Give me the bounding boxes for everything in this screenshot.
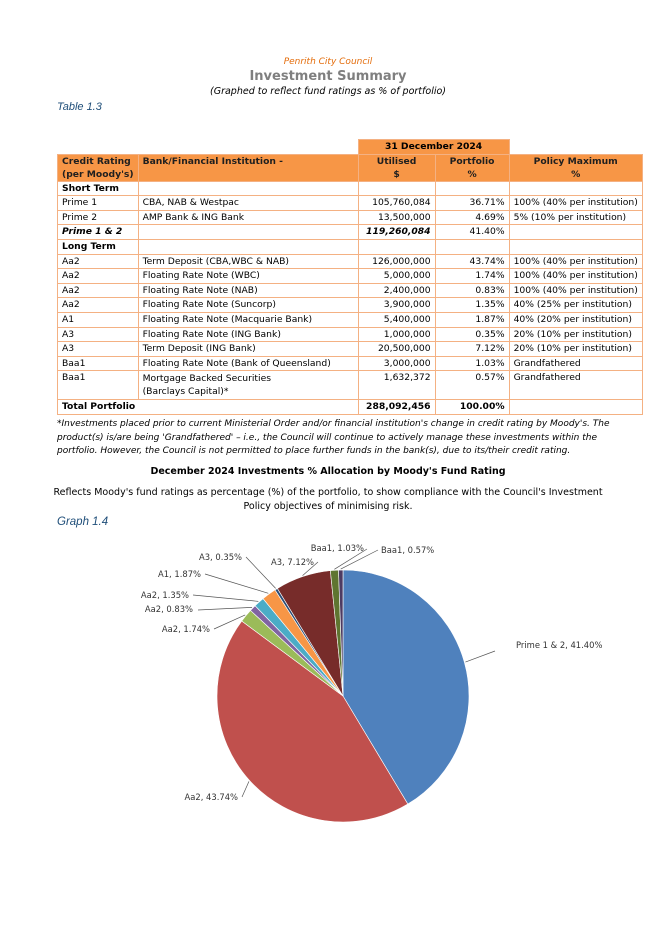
slice-label-4: Aa2, 1.35% (141, 590, 189, 600)
pie-slice-9 (338, 569, 344, 697)
chart-description: Reflects Moody's fund ratings as percent… (53, 487, 603, 512)
cell-policy: 100% (40% per institution) (508, 253, 643, 270)
subtotal-row: Prime 1 & 2 119,260,084 41.40% (57, 224, 643, 240)
slice-label-2: Aa2, 1.74% (162, 624, 210, 634)
cell-portfolio: 0.57% (434, 370, 510, 401)
leader-line-1 (241, 781, 250, 798)
institution-line-2: (Barclays Capital)* (142, 386, 229, 398)
cell-institution: Mortgage Backed Securities (Barclays Capi… (137, 370, 359, 401)
page-subtitle: (Graphed to reflect fund ratings as % of… (210, 86, 446, 97)
table-row: A3 Floating Rate Note (ING Bank) 1,000,0… (57, 326, 643, 343)
graph-caption: Graph 1.4 (57, 516, 109, 528)
col-portfolio-2: % (467, 168, 477, 180)
cell-rating: Baa1 (57, 370, 139, 401)
table-row: Baa1 Mortgage Backed Securities (Barclays… (57, 370, 643, 401)
leader-line-7 (302, 561, 319, 576)
leader-line-5 (204, 573, 269, 594)
leader-line-8 (334, 548, 368, 570)
leader-line-0 (465, 650, 496, 663)
table-row: Aa2 Floating Rate Note (NAB) 2,400,000 0… (57, 282, 643, 299)
total-utilised: 288,092,456 (357, 399, 436, 415)
table-caption: Table 1.3 (57, 101, 102, 113)
col-rating-1: Credit Rating (62, 155, 131, 167)
pie-slice-0 (342, 569, 470, 805)
pie-slice-1 (216, 620, 409, 823)
leader-line-4 (192, 594, 259, 602)
total-row: Total Portfolio 288,092,456 100.00% (57, 399, 643, 415)
col-policy-1: Policy Maximum (533, 155, 618, 167)
col-utilised-2: $ (393, 168, 400, 180)
leader-line-6 (245, 556, 276, 589)
investment-table: 31 December 2024 Credit Rating (per Moody… (57, 139, 643, 415)
table-header-row: Credit Rating (per Moody's) Bank/Financia… (57, 153, 643, 182)
table-row: Aa2 Term Deposit (CBA,WBC & NAB) 126,000… (57, 253, 643, 270)
leader-line-3 (197, 607, 253, 611)
organisation-name: Penrith City Council (283, 57, 373, 67)
footnote: *Investments placed prior to current Min… (57, 419, 610, 456)
section-row: Short Term (57, 180, 643, 197)
slice-label-1: Aa2, 43.74% (185, 792, 238, 802)
slice-label-0: Prime 1 & 2, 41.40% (516, 640, 602, 650)
slice-label-5: A1, 1.87% (158, 569, 201, 579)
table-row: Aa2 Floating Rate Note (Suncorp) 3,900,0… (57, 297, 643, 313)
chart-title: December 2024 Investments % Allocation b… (150, 466, 506, 477)
institution-line-1: Mortgage Backed Securities (142, 373, 272, 385)
slice-label-9: Baa1, 0.57% (381, 545, 434, 555)
leader-line-9 (340, 549, 379, 570)
col-policy-2: % (571, 168, 581, 180)
page-title: Investment Summary (249, 69, 407, 84)
col-institution: Bank/Financial Institution - (142, 155, 283, 167)
table-row: Baa1 Floating Rate Note (Bank of Queensl… (57, 355, 643, 372)
cell-policy: Grandfathered (508, 370, 643, 401)
table-row: A3 Term Deposit (ING Bank) 20,500,000 7.… (57, 341, 643, 357)
col-portfolio-1: Portfolio (449, 155, 495, 167)
slice-label-3: Aa2, 0.83% (145, 604, 193, 614)
table-row: Aa2 Floating Rate Note (WBC) 5,000,000 1… (57, 268, 643, 284)
slice-label-6: A3, 0.35% (199, 552, 242, 562)
col-rating-2: (per Moody's) (62, 168, 134, 180)
slice-label-8: Baa1, 1.03% (311, 543, 364, 553)
slice-label-7: A3, 7.12% (271, 557, 314, 567)
leader-line-2 (213, 614, 246, 630)
col-utilised-1: Utilised (376, 155, 417, 167)
